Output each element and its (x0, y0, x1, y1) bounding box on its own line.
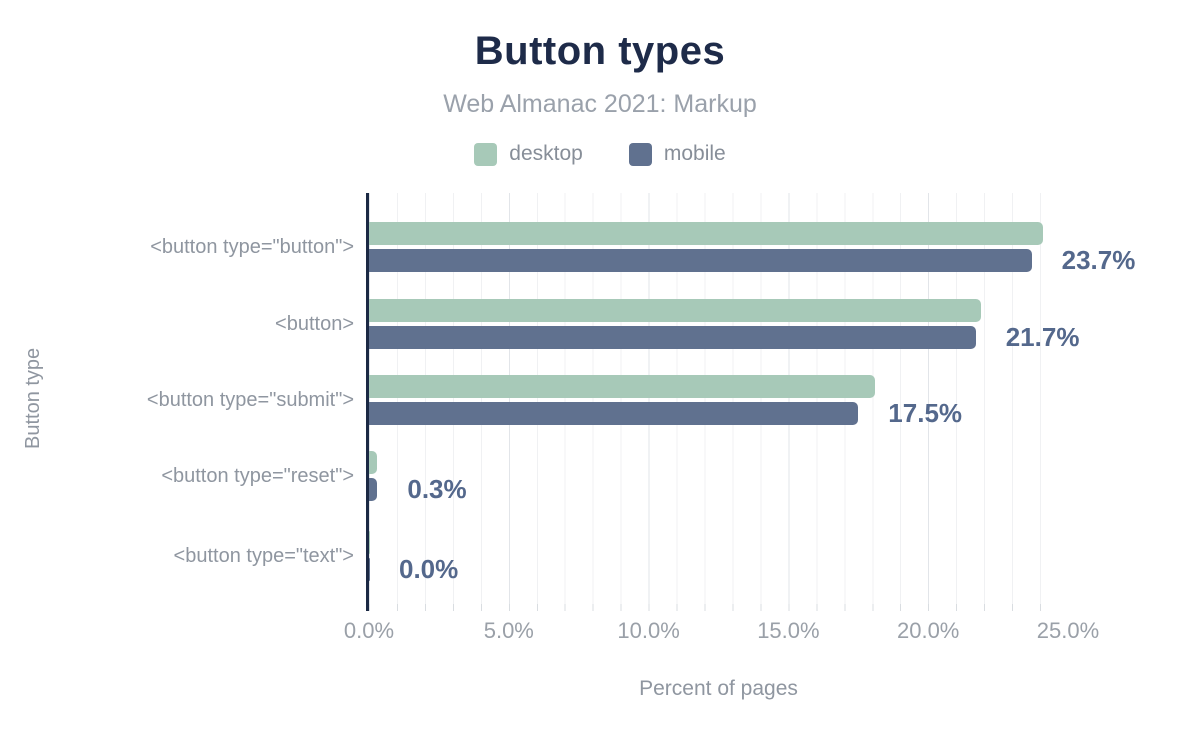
legend-item-desktop[interactable]: desktop (474, 142, 583, 166)
value-label: 17.5% (888, 398, 963, 428)
zero-axis-line (366, 193, 369, 611)
chart-title: Button types (474, 29, 726, 73)
x-tick-label: 0.0% (343, 618, 395, 643)
bar-row: <button type="text"> 0.0% (0, 531, 1200, 584)
bar-group: 0.3% (369, 451, 1068, 504)
bar-desktop[interactable] (369, 531, 371, 554)
bar-row: <button> 21.7% (0, 299, 1200, 351)
legend-label-mobile: mobile (663, 142, 726, 165)
bar-desktop[interactable] (369, 375, 876, 398)
value-label: 23.7% (1061, 245, 1136, 275)
bar-mobile[interactable] (369, 326, 976, 349)
legend: desktop mobile (0, 142, 1200, 166)
x-axis-tick-labels: 0.0% 5.0% 10.0% 15.0% 20.0% 25.0% (344, 618, 1099, 644)
bar-desktop[interactable] (369, 299, 982, 322)
bar-desktop[interactable] (369, 451, 378, 474)
value-label: 0.3% (407, 474, 467, 504)
bar-row: <button type="reset"> 0.3% (0, 451, 1200, 504)
bar-mobile[interactable] (369, 558, 371, 581)
bar-row: <button type="button"> 23.7% (0, 222, 1200, 274)
desktop-swatch-icon (474, 142, 498, 166)
x-tick-label: 15.0% (757, 618, 820, 643)
x-tick-label: 5.0% (483, 618, 534, 643)
bar-group: 21.7% (369, 299, 1079, 351)
bar-group: 17.5% (369, 375, 1068, 428)
value-label: 0.0% (399, 554, 459, 584)
category-label: <button type="submit"> (146, 388, 354, 411)
legend-item-mobile[interactable]: mobile (628, 142, 726, 166)
bar-group: 0.0% (369, 531, 1068, 584)
bar-mobile[interactable] (369, 249, 1032, 272)
mobile-swatch-icon (628, 142, 652, 166)
x-axis-ticks (369, 604, 1068, 611)
bar-desktop[interactable] (369, 222, 1043, 245)
x-tick-label: 20.0% (896, 618, 960, 643)
value-label: 21.7% (1005, 322, 1080, 352)
bar-group: 23.7% (369, 222, 1135, 274)
x-tick-label: 25.0% (1036, 618, 1100, 643)
category-label: <button type="button"> (150, 235, 354, 258)
legend-label-desktop: desktop (509, 142, 583, 165)
bar-mobile[interactable] (369, 402, 859, 425)
category-label: <button> (275, 312, 354, 335)
bar-mobile[interactable] (369, 478, 378, 501)
x-tick-label: 10.0% (617, 618, 680, 643)
x-axis-title: Percent of pages (639, 677, 798, 700)
bar-row: <button type="submit"> 17.5% (0, 375, 1200, 428)
category-label: <button type="reset"> (161, 464, 354, 487)
category-label: <button type="text"> (173, 544, 354, 567)
chart-subtitle: Web Almanac 2021: Markup (443, 90, 757, 118)
